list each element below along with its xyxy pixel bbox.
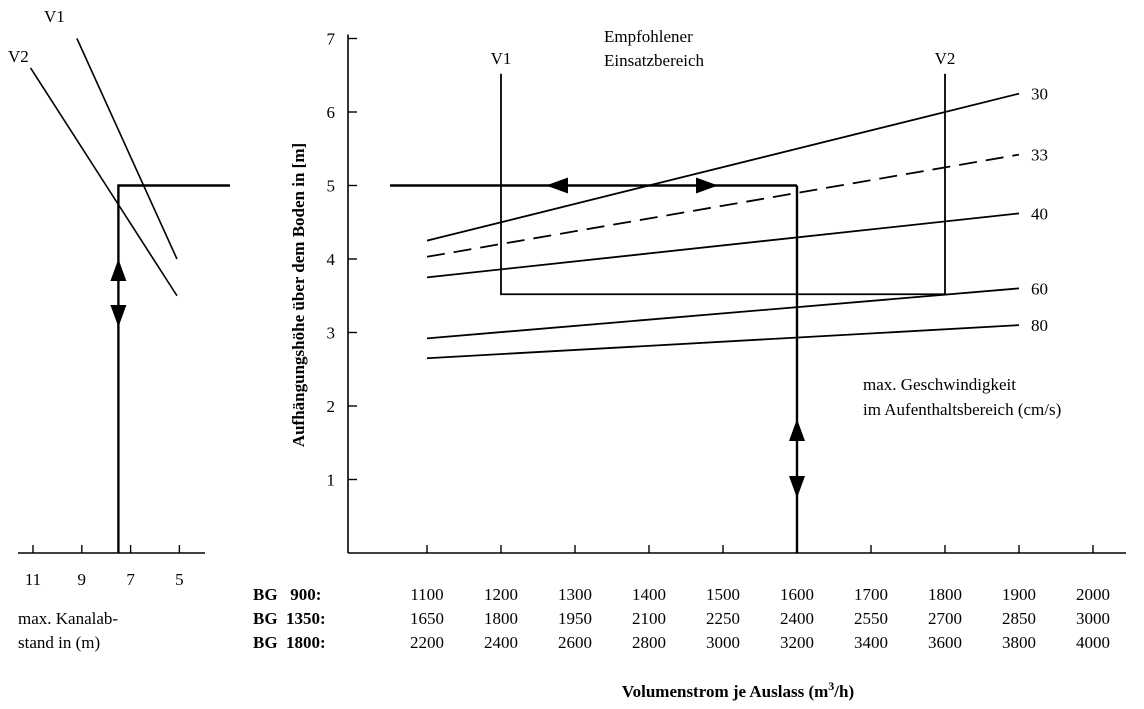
series-line-60 bbox=[426, 287, 1020, 340]
left-x-tick-label: 5 bbox=[175, 570, 184, 589]
x-axis-table: BG 900: 1100 1200 1300 1400 1500 1600 1700 1800 1… bbox=[253, 585, 1110, 652]
table-cell: 3800 bbox=[1002, 633, 1036, 652]
table-cell: 1700 bbox=[854, 585, 888, 604]
y-tick-label: 4 bbox=[327, 250, 336, 269]
table-row-label: BG 900: bbox=[253, 585, 321, 604]
series-label-40: 40 bbox=[1031, 204, 1048, 223]
table-cell: 3000 bbox=[706, 633, 740, 652]
recommended-region-bracket bbox=[500, 73, 946, 296]
series-line-33 bbox=[426, 153, 1020, 258]
table-cell: 1300 bbox=[558, 585, 592, 604]
example-arrow-up bbox=[789, 419, 805, 441]
left-line-V2 bbox=[29, 67, 178, 297]
left-x-tick-label: 11 bbox=[25, 570, 41, 589]
y-tick-label: 6 bbox=[327, 103, 336, 122]
left-example-arrow-down bbox=[110, 305, 127, 327]
y-tick-label: 1 bbox=[327, 471, 336, 490]
left-example-arrow-up bbox=[110, 259, 127, 281]
left-line-label-v2: V2 bbox=[8, 47, 29, 66]
series-note: max. Geschwindigkeit bbox=[863, 375, 1016, 394]
region-title: Empfohlener bbox=[604, 27, 693, 46]
left-x-axis-title: max. Kanalab- bbox=[18, 609, 118, 628]
table-row-label: BG 1800: bbox=[253, 633, 326, 652]
left-x-tick-label: 7 bbox=[126, 570, 135, 589]
series-label-30: 30 bbox=[1031, 85, 1048, 104]
table-cell: 1400 bbox=[632, 585, 666, 604]
x-axis-title: Volumenstrom je Auslass (m3/h) bbox=[622, 679, 854, 701]
table-cell: 2550 bbox=[854, 609, 888, 628]
table-cell: 3400 bbox=[854, 633, 888, 652]
y-axis-title: Aufhängungshöhe über dem Boden in [m] bbox=[289, 143, 308, 447]
table-cell: 2700 bbox=[928, 609, 962, 628]
left-x-axis-title: stand in (m) bbox=[18, 633, 100, 652]
table-cell: 2000 bbox=[1076, 585, 1110, 604]
table-cell: 1200 bbox=[484, 585, 518, 604]
y-tick-label: 3 bbox=[327, 324, 336, 343]
table-cell: 2800 bbox=[632, 633, 666, 652]
series-line-30 bbox=[426, 92, 1020, 242]
example-arrow-left bbox=[546, 177, 568, 194]
table-cell: 1950 bbox=[558, 609, 592, 628]
series-line-40 bbox=[426, 212, 1020, 279]
table-row-label: BG 1350: bbox=[253, 609, 326, 628]
table-cell: 2200 bbox=[410, 633, 444, 652]
table-cell: 1800 bbox=[928, 585, 962, 604]
table-cell: 1100 bbox=[410, 585, 443, 604]
example-arrow-right bbox=[696, 177, 718, 194]
left-x-tick-label: 9 bbox=[78, 570, 87, 589]
y-tick-label: 7 bbox=[327, 30, 336, 49]
table-cell: 2600 bbox=[558, 633, 592, 652]
table-cell: 2400 bbox=[780, 609, 814, 628]
left-distance-chart: 11 9 7 5 max. Kanalab-stand in (m) V1 V2 bbox=[8, 7, 230, 652]
series-label-60: 60 bbox=[1031, 279, 1048, 298]
example-arrow-down bbox=[789, 476, 805, 498]
left-example-path bbox=[117, 184, 230, 553]
table-cell: 1600 bbox=[780, 585, 814, 604]
y-tick-label: 5 bbox=[327, 177, 336, 196]
left-line-V1 bbox=[76, 38, 178, 260]
table-cell: 3200 bbox=[780, 633, 814, 652]
series-label-80: 80 bbox=[1031, 316, 1048, 335]
series-label-33: 33 bbox=[1031, 146, 1048, 165]
region-v1-label: V1 bbox=[491, 49, 512, 68]
table-cell: 1900 bbox=[1002, 585, 1036, 604]
region-v2-label: V2 bbox=[935, 49, 956, 68]
table-cell: 2100 bbox=[632, 609, 666, 628]
table-cell: 1650 bbox=[410, 609, 444, 628]
table-cell: 1800 bbox=[484, 609, 518, 628]
series-line-80 bbox=[426, 324, 1020, 360]
table-cell: 2250 bbox=[706, 609, 740, 628]
table-cell: 1500 bbox=[706, 585, 740, 604]
table-cell: 2400 bbox=[484, 633, 518, 652]
region-title: Einsatzbereich bbox=[604, 51, 705, 70]
series-note: im Aufenthaltsbereich (cm/s) bbox=[863, 400, 1061, 419]
table-cell: 4000 bbox=[1076, 633, 1110, 652]
table-cell: 3000 bbox=[1076, 609, 1110, 628]
table-cell: 3600 bbox=[928, 633, 962, 652]
main-chart: 1 2 3 4 5 6 7 Aufhängungshöhe über dem Boden in… bbox=[289, 27, 1126, 701]
y-tick-label: 2 bbox=[327, 397, 336, 416]
table-cell: 2850 bbox=[1002, 609, 1036, 628]
left-line-label-v1: V1 bbox=[44, 7, 65, 26]
